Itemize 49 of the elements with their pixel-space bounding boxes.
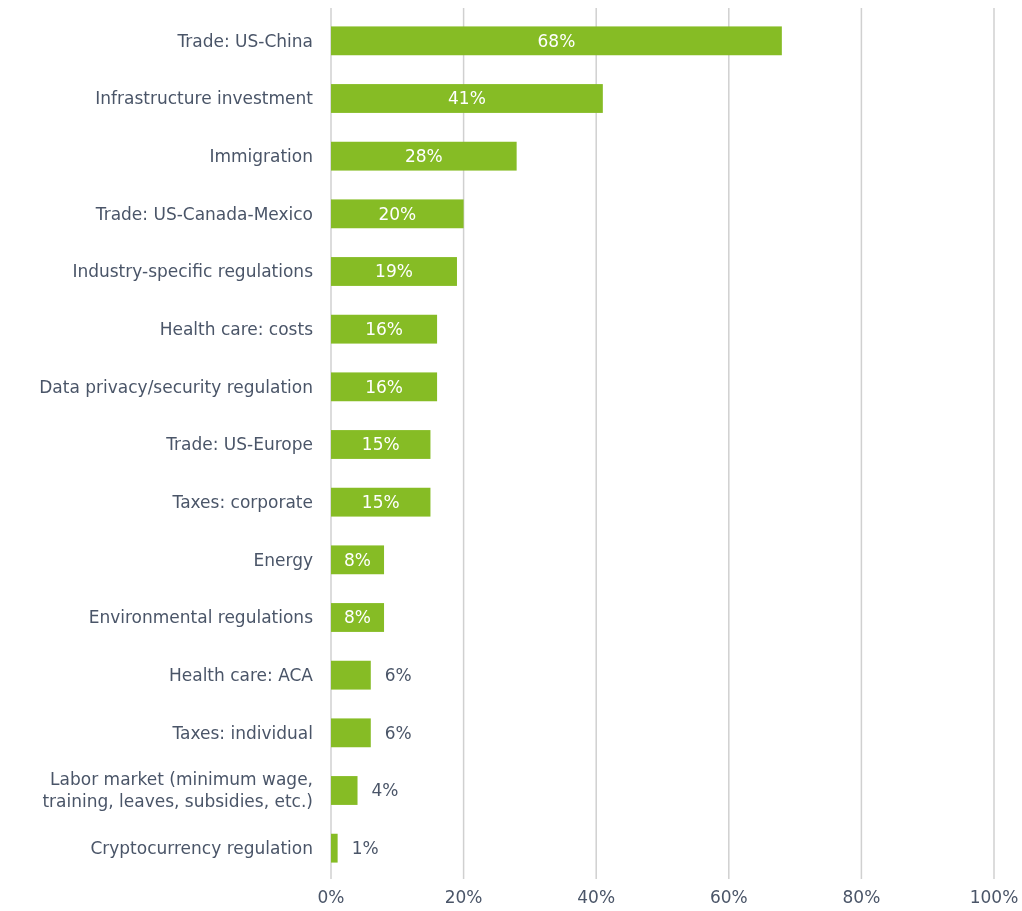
y-tick-label: Health care: costs	[159, 319, 314, 340]
data-label: 4%	[371, 780, 399, 801]
y-tick-label: Labor market (minimum wage, training, leaves, subsidies, etc.)	[42, 769, 313, 812]
x-tick-label: 0%	[317, 887, 345, 907]
data-label: 15%	[361, 492, 400, 513]
x-tick-label: 40%	[577, 887, 616, 907]
data-label: 8%	[344, 549, 372, 570]
x-tick-label: 20%	[444, 887, 483, 907]
data-label: 16%	[365, 376, 403, 397]
y-tick-label: Trade: US-China	[176, 30, 313, 51]
bar	[331, 257, 457, 286]
y-tick-label: Environmental regulations	[88, 607, 314, 628]
data-label: 28%	[404, 146, 443, 167]
data-label: 6%	[384, 722, 412, 743]
y-tick-label: Infrastructure investment	[95, 88, 314, 109]
bar	[331, 314, 438, 344]
y-tick-label: Taxes: corporate	[171, 492, 313, 513]
data-label: 1%	[351, 838, 379, 859]
y-tick-label: Health care: ACA	[168, 665, 314, 686]
data-label: 19%	[375, 261, 413, 282]
bar	[331, 776, 358, 805]
x-tick-label: 80%	[842, 887, 881, 907]
data-label: 16%	[365, 319, 403, 340]
y-tick-label: Trade: US-Europe	[165, 434, 313, 455]
bar	[331, 84, 603, 113]
y-tick-label: Taxes: individual	[171, 722, 313, 743]
data-label: 8%	[344, 607, 372, 628]
bar	[331, 26, 782, 56]
y-tick-label: Cryptocurrency regulation	[90, 838, 313, 859]
data-label: 41%	[448, 88, 486, 109]
y-tick-label: Data privacy/security regulation	[39, 376, 313, 397]
bar	[331, 833, 338, 863]
y-tick-label: Energy	[253, 549, 313, 570]
data-label: 68%	[537, 30, 576, 51]
x-tick-label: 60%	[709, 887, 748, 907]
data-label: 6%	[384, 665, 412, 686]
x-tick-label: 100%	[969, 887, 1019, 907]
bar	[331, 660, 371, 690]
data-label: 15%	[361, 434, 400, 455]
y-tick-label: Trade: US-Canada-Mexico	[94, 203, 313, 224]
bar	[331, 199, 464, 229]
data-label: 20%	[378, 203, 417, 224]
bar	[331, 718, 371, 748]
bar	[331, 430, 431, 459]
y-tick-label: Industry-specific regulations	[72, 261, 314, 282]
bar	[331, 141, 517, 171]
bar	[331, 487, 431, 517]
y-tick-label: Immigration	[209, 146, 313, 167]
bar	[331, 372, 438, 402]
